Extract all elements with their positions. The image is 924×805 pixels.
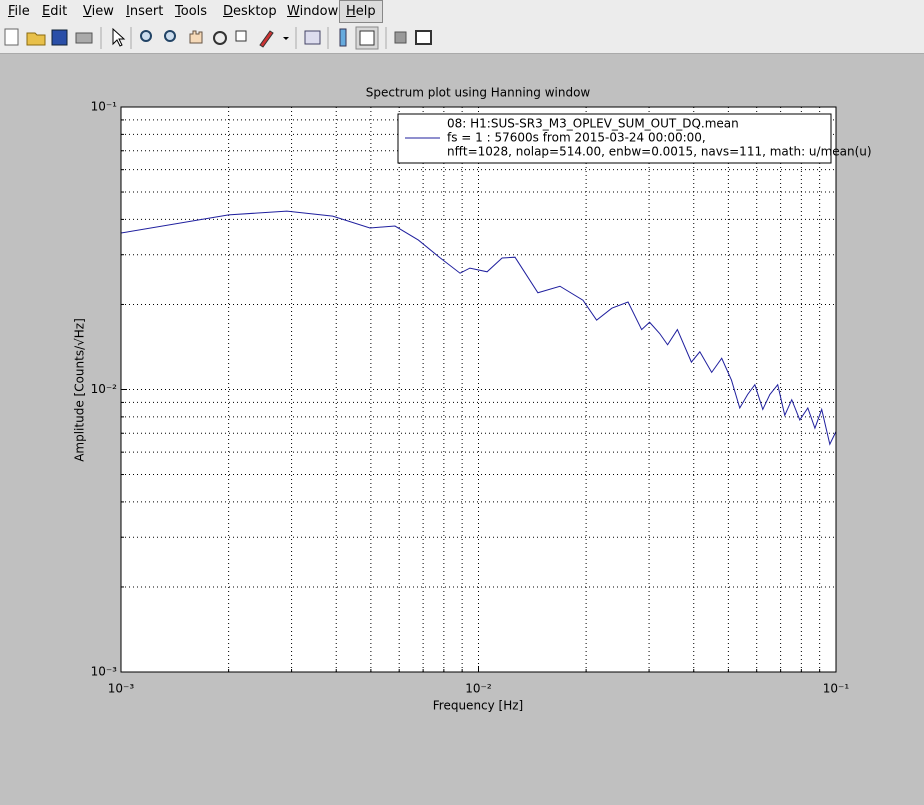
dock-icon[interactable] [415, 30, 432, 45]
colorbar-icon[interactable] [339, 28, 347, 47]
y-tick-label: 10⁻³ [91, 665, 118, 679]
y-tick-label: 10⁻¹ [91, 100, 118, 114]
menu-bar: File Edit View Insert Tools Desktop Window Help [0, 0, 924, 23]
brush-icon[interactable] [259, 30, 274, 48]
menu-item[interactable]: View [83, 4, 114, 19]
legend-label: fs = 1 : 57600s from 2015-03-24 00:00:00… [447, 131, 706, 145]
axes-box [120, 106, 837, 673]
menu-item[interactable]: File [8, 4, 30, 19]
open-icon[interactable] [26, 32, 46, 46]
legend-label: nfft=1028, nolap=514.00, enbw=0.0015, na… [447, 145, 872, 159]
plot-lines [120, 210, 837, 446]
chart-title: Spectrum plot using Hanning window [366, 86, 591, 100]
menu-item[interactable]: Desktop [223, 4, 277, 19]
hide-tools-icon[interactable] [394, 31, 407, 44]
window: File Edit View Insert Tools Desktop Window Help… [0, 0, 924, 713]
dropdown-icon[interactable] [283, 37, 289, 40]
link-icon[interactable] [304, 30, 321, 45]
grid: 10⁻³ 10⁻² 10⁻¹ 10⁻³ 10⁻² 10⁻¹ [91, 100, 850, 696]
save-icon[interactable] [51, 29, 68, 46]
toolbar [0, 23, 924, 54]
y-axis-label: Amplitude [Counts/√Hz] [73, 318, 87, 462]
menu-item[interactable]: Edit [42, 4, 68, 19]
new-icon[interactable] [4, 28, 19, 46]
x-axis-label: Frequency [Hz] [433, 699, 524, 713]
x-tick-label: 10⁻¹ [823, 682, 850, 696]
plot-area [121, 107, 836, 672]
series-line [120, 210, 837, 446]
legend-label: 08: H1:SUS-SR3_M3_OPLEV_SUM_OUT_DQ.mean [447, 117, 739, 131]
legend: 08: H1:SUS-SR3_M3_OPLEV_SUM_OUT_DQ.meanf… [397, 113, 872, 164]
datacursor-icon[interactable] [235, 30, 247, 42]
print-icon[interactable] [75, 32, 93, 44]
x-tick-label: 10⁻² [465, 682, 492, 696]
menu-item[interactable]: Tools [175, 4, 208, 19]
x-tick-label: 10⁻³ [108, 682, 135, 696]
menu-item[interactable]: Window [287, 4, 339, 19]
menu-item[interactable]: Insert [126, 4, 164, 19]
menu-item[interactable]: Help [339, 0, 383, 23]
legend-icon-inner [359, 30, 375, 46]
y-tick-label: 10⁻² [91, 382, 118, 396]
zoom-in-icon[interactable] [140, 30, 152, 42]
legend-box [397, 113, 832, 164]
pan-icon[interactable] [189, 30, 203, 44]
rotate-icon[interactable] [213, 31, 227, 45]
figure: 10⁻³ 10⁻² 10⁻¹ 10⁻³ 10⁻² 10⁻¹ Spectrum plot u… [73, 86, 872, 713]
zoom-out-icon[interactable] [164, 30, 176, 42]
select-icon[interactable] [112, 27, 126, 47]
